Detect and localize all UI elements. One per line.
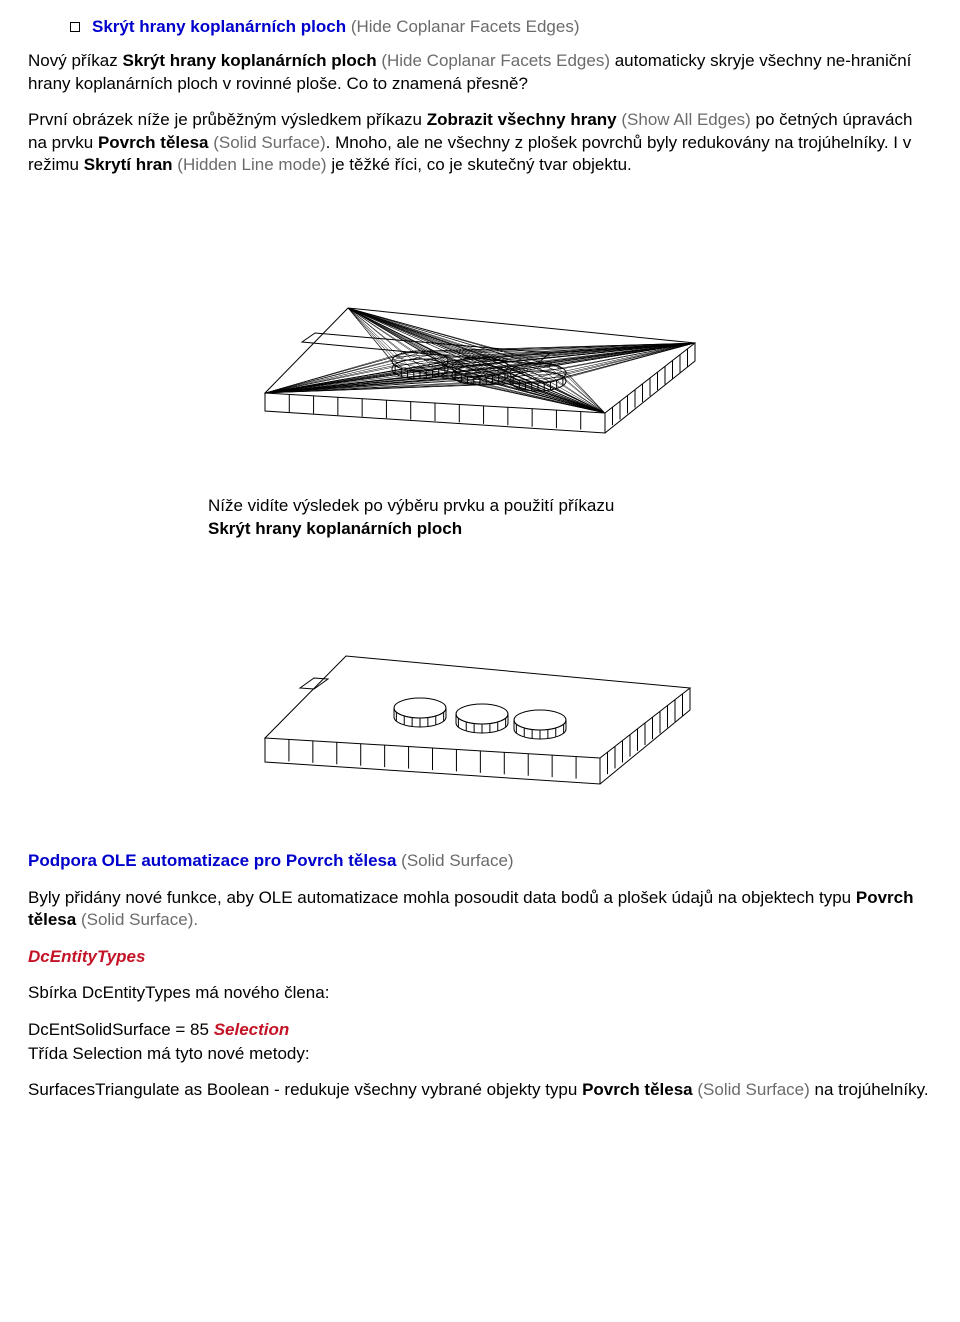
p1-g1: (Hide Coplanar Facets Edges) [381, 51, 614, 70]
dc-entity-types-heading: DcEntityTypes [28, 946, 932, 968]
p7-t2: na trojúhelníky. [815, 1080, 929, 1099]
p7-g2: Surface) [746, 1080, 815, 1099]
p7-t1: SurfacesTriangulate as Boolean - redukuj… [28, 1080, 582, 1099]
p2-b1: Zobrazit všechny hrany [427, 110, 622, 129]
p5-r1: Selection [214, 1020, 290, 1039]
figure-2-wrap [28, 576, 932, 822]
caption-block: Níže vidíte výsledek po výběru prvku a p… [208, 495, 828, 540]
p7-b1: Povrch tělesa [582, 1080, 697, 1099]
p2-g3: (Hidden Line mode) [177, 155, 331, 174]
bullet-icon [70, 22, 80, 32]
paragraph-2: První obrázek níže je průběžným výsledke… [28, 109, 932, 176]
caption-b1: Skrýt hrany koplanárních ploch [208, 519, 462, 538]
p1-b1: Skrýt hrany koplanárních ploch [122, 51, 381, 70]
p2-t4: je těžké říci, co je skutečný tvar objek… [331, 155, 631, 174]
ole-title: Podpora OLE automatizace pro Povrch těle… [28, 850, 932, 872]
paragraph-6: Třída Selection má tyto nové metody: [28, 1043, 932, 1065]
bullet-title-gray: (Hide Coplanar Facets Edges) [351, 17, 580, 36]
p2-t1: První obrázek níže je průběžným výsledke… [28, 110, 427, 129]
paragraph-3: Byly přidány nové funkce, aby OLE automa… [28, 887, 932, 932]
paragraph-7: SurfacesTriangulate as Boolean - redukuj… [28, 1079, 932, 1101]
paragraph-4: Sbírka DcEntityTypes má nového člena: [28, 982, 932, 1004]
p3-t1: Byly přidány nové funkce, aby OLE automa… [28, 888, 856, 907]
p3-g1: (Solid Surface). [81, 910, 198, 929]
p7-g1: (Solid [697, 1080, 745, 1099]
caption-t1: Níže vidíte výsledek po výběru prvku a p… [208, 496, 614, 515]
paragraph-1: Nový příkaz Skrýt hrany koplanárních plo… [28, 50, 932, 95]
p2-b2: Povrch tělesa [98, 133, 213, 152]
ole-title-b: Podpora OLE automatizace pro Povrch těle… [28, 851, 401, 870]
figure-1-wrap [28, 201, 932, 467]
bullet-title: Skrýt hrany koplanárních ploch (Hide Cop… [92, 16, 580, 38]
paragraph-5: DcEntSolidSurface = 85 Selection [28, 1019, 932, 1041]
p2-g1: (Show All Edges) [621, 110, 755, 129]
figure-1-triangulated [220, 201, 740, 461]
bullet-heading: Skrýt hrany koplanárních ploch (Hide Cop… [70, 16, 932, 38]
bullet-title-bold: Skrýt hrany koplanárních ploch [92, 17, 351, 36]
p2-g2: (Solid Surface) [213, 133, 325, 152]
p1-t1: Nový příkaz [28, 51, 122, 70]
ole-title-g: (Solid Surface) [401, 851, 513, 870]
figure-2-clean [220, 576, 740, 816]
p2-b3: Skrytí hran [84, 155, 178, 174]
p5-t1: DcEntSolidSurface = 85 [28, 1020, 214, 1039]
